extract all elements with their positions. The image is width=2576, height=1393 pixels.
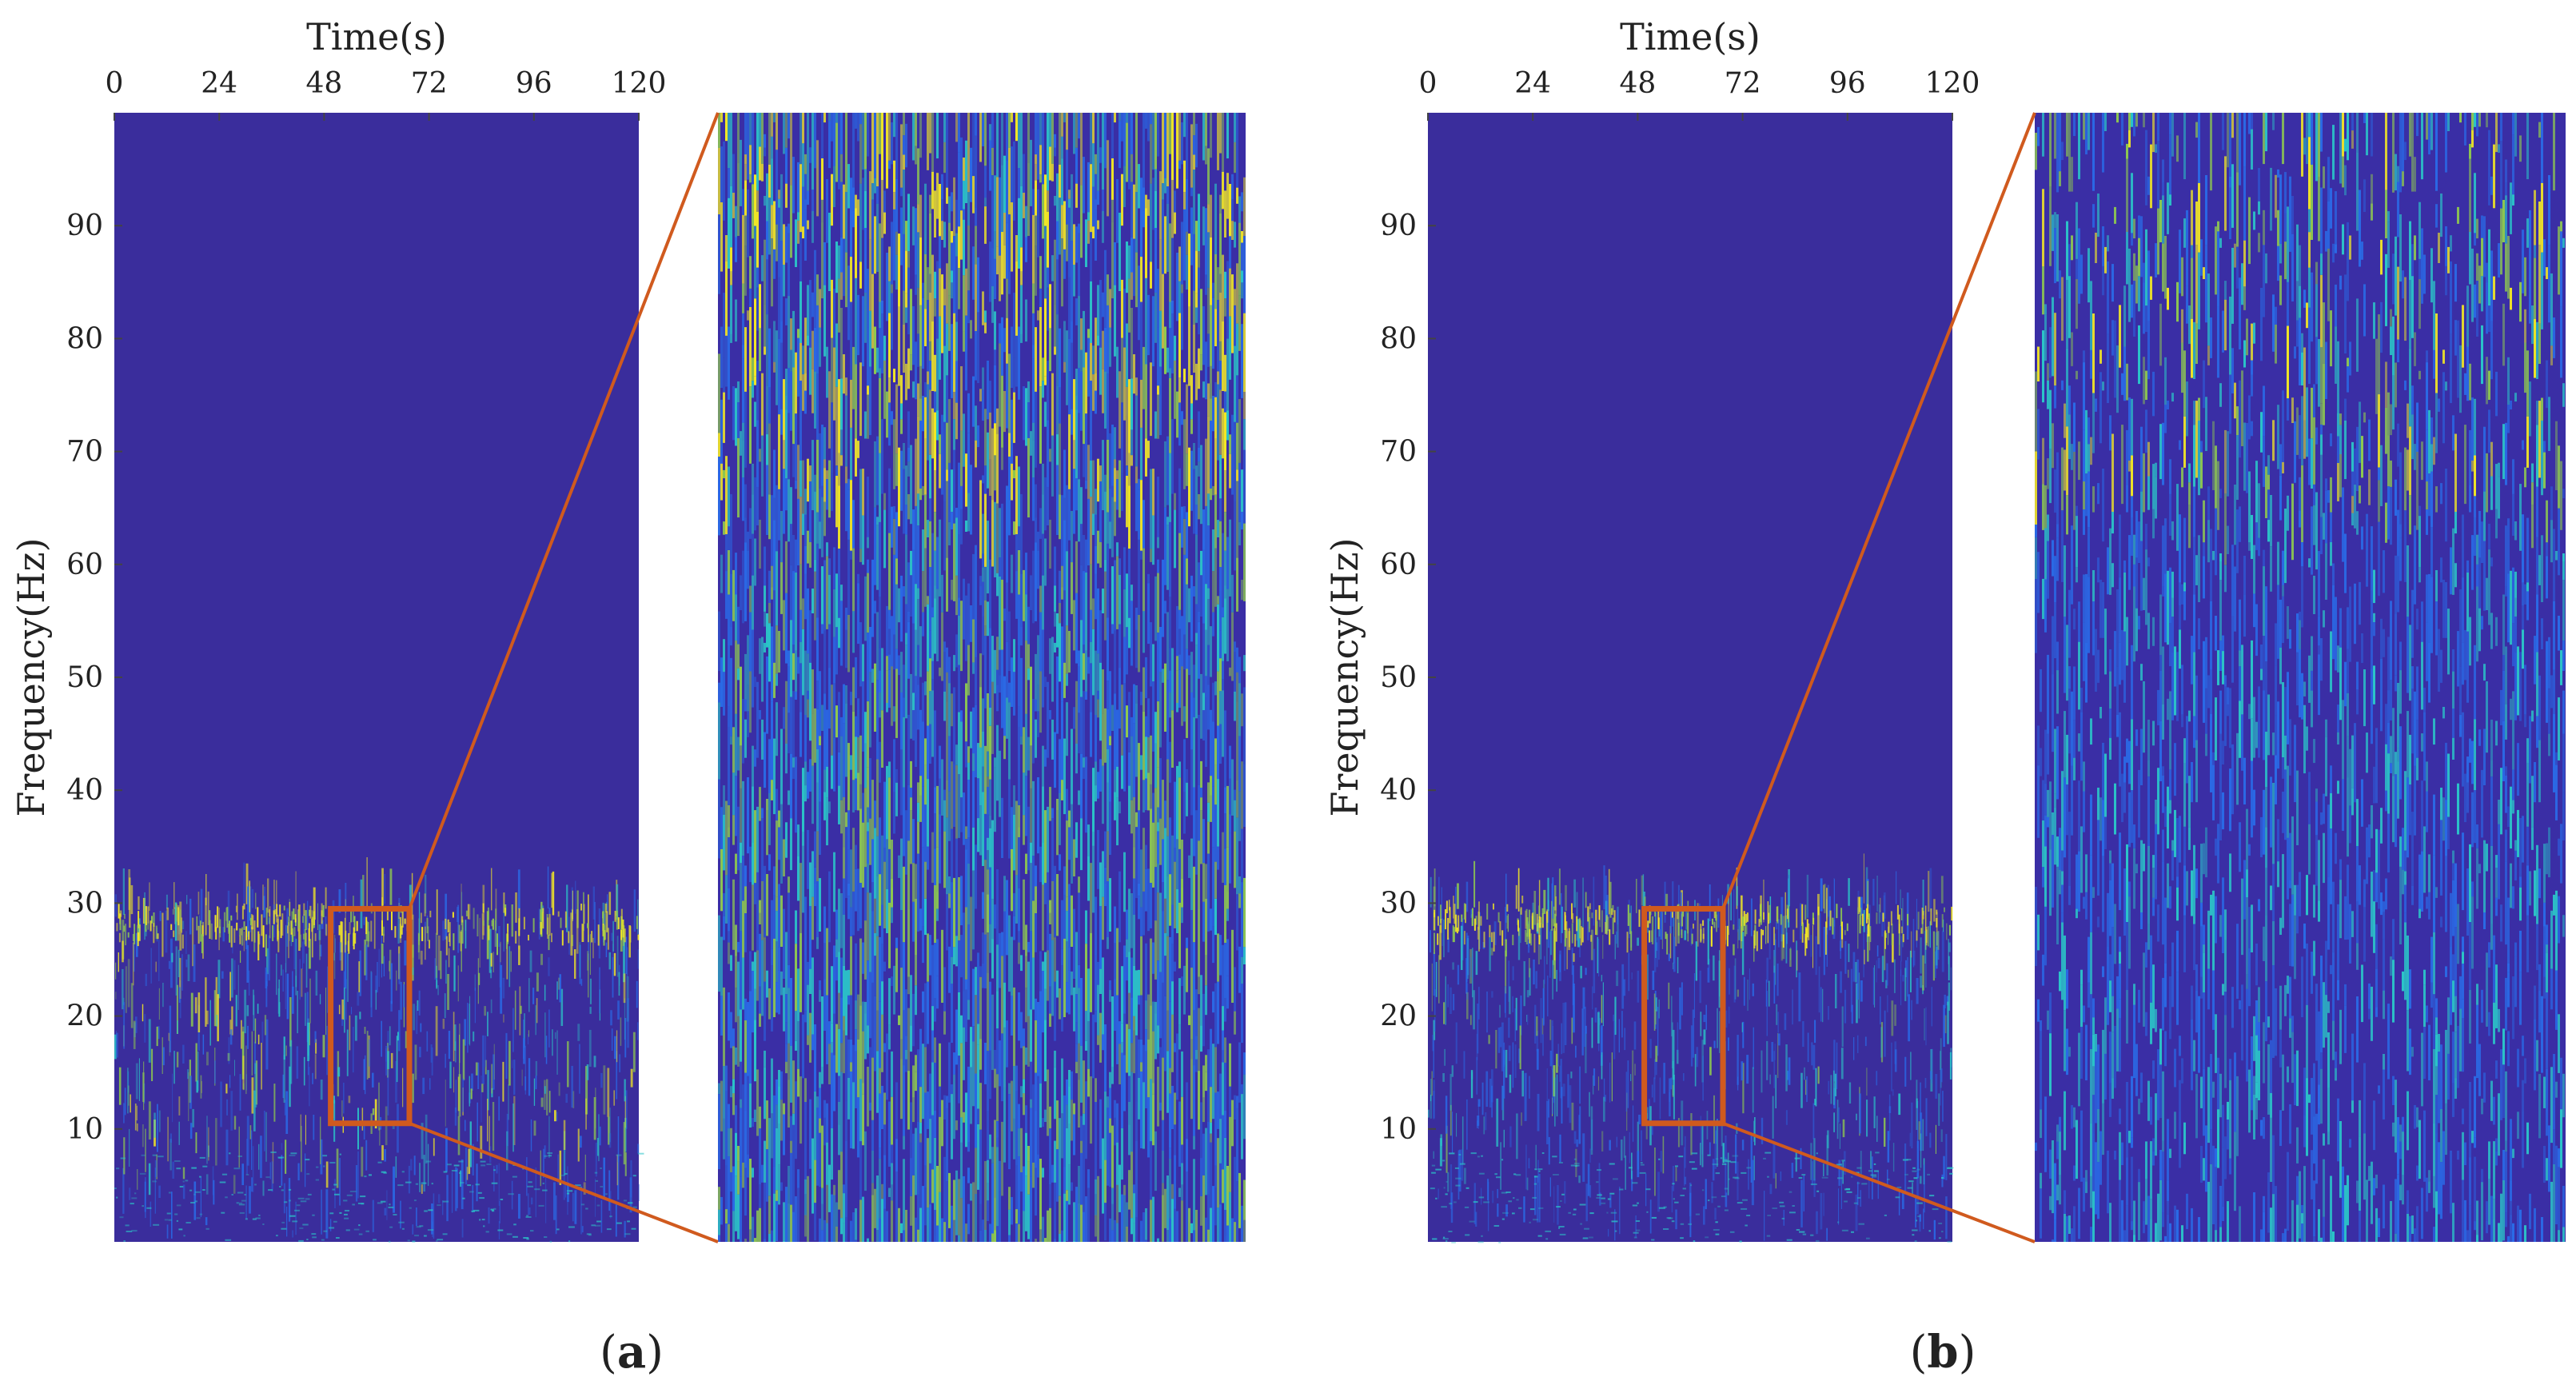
x-tick-label-b-96: 96 (1829, 67, 1866, 100)
panel-label-letter-a: a (617, 1326, 646, 1379)
y-tick-label-a-70: 70 (66, 436, 103, 469)
y-axis-title-b: Frequency(Hz) (1323, 537, 1366, 816)
panel-label-open-a: ( (600, 1327, 617, 1379)
x-tick-label-b-120: 120 (1925, 67, 1980, 100)
highlight-box-a (328, 905, 413, 1127)
x-axis-title-b: Time(s) (1620, 15, 1761, 58)
y-axis-title-a: Frequency(Hz) (10, 537, 53, 816)
y-tick-label-b-90: 90 (1380, 210, 1417, 242)
zoom-panel-texture-a (718, 113, 1246, 1242)
x-tick-label-a-120: 120 (612, 67, 667, 100)
y-tick-label-b-20: 20 (1380, 1000, 1417, 1033)
y-tick-label-a-80: 80 (66, 322, 103, 355)
panel-label-close-a: ) (646, 1327, 664, 1379)
zoom-panel-texture-b (2035, 113, 2565, 1242)
y-tick-label-b-60: 60 (1380, 549, 1417, 581)
y-tick-label-a-50: 50 (66, 661, 103, 694)
spectrogram-panel-a: 0 24 48 72 96 120 10 20 30 40 50 60 70 80 90 Time(s) Fre… (10, 15, 1246, 1379)
zoom-connector-top-b (1721, 112, 2036, 910)
panel-label-a: (a) (600, 1326, 664, 1379)
panel-label-open-b: ( (1910, 1327, 1928, 1379)
spectrogram-background-b (1428, 113, 1952, 1242)
y-tick-label-b-10: 10 (1380, 1113, 1417, 1146)
x-tick-label-a-72: 72 (411, 67, 448, 100)
x-tick-label-b-24: 24 (1514, 67, 1551, 100)
y-tick-label-a-90: 90 (66, 210, 103, 242)
zoom-connector-bottom-a (409, 1121, 719, 1243)
y-tick-label-a-60: 60 (66, 549, 103, 581)
y-tick-label-a-20: 20 (66, 1000, 103, 1033)
energy-band-a (114, 857, 644, 1243)
y-tick-label-b-70: 70 (1380, 436, 1417, 469)
y-tick-label-a-10: 10 (66, 1113, 103, 1146)
x-tick-label-b-48: 48 (1619, 67, 1656, 100)
x-tick-label-b-72: 72 (1725, 67, 1761, 100)
highlight-box-b (1641, 905, 1726, 1127)
x-tick-label-a-24: 24 (201, 67, 237, 100)
y-tick-label-a-30: 30 (66, 887, 103, 920)
y-tick-label-b-30: 30 (1380, 887, 1417, 920)
x-tick-label-a-96: 96 (516, 67, 552, 100)
panel-label-letter-b: b (1927, 1326, 1958, 1379)
y-tick-label-a-40: 40 (66, 774, 103, 807)
y-tick-label-b-50: 50 (1380, 661, 1417, 694)
x-axis-title-a: Time(s) (306, 15, 447, 58)
y-tick-label-b-80: 80 (1380, 322, 1417, 355)
panel-label-close-b: ) (1959, 1327, 1976, 1379)
zoom-connector-bottom-b (1722, 1121, 2036, 1243)
x-tick-label-b-0: 0 (1419, 67, 1438, 100)
x-tick-label-a-0: 0 (106, 67, 124, 100)
y-tick-label-b-40: 40 (1380, 774, 1417, 807)
panel-label-b: (b) (1910, 1326, 1976, 1379)
zoom-connector-top-a (408, 112, 720, 910)
x-tick-label-a-48: 48 (305, 67, 342, 100)
spectrogram-panel-b: 0 24 48 72 96 120 10 20 30 40 50 60 70 80 90 Time(s) Fre… (1323, 15, 2566, 1379)
spectrogram-background-a (114, 113, 639, 1242)
